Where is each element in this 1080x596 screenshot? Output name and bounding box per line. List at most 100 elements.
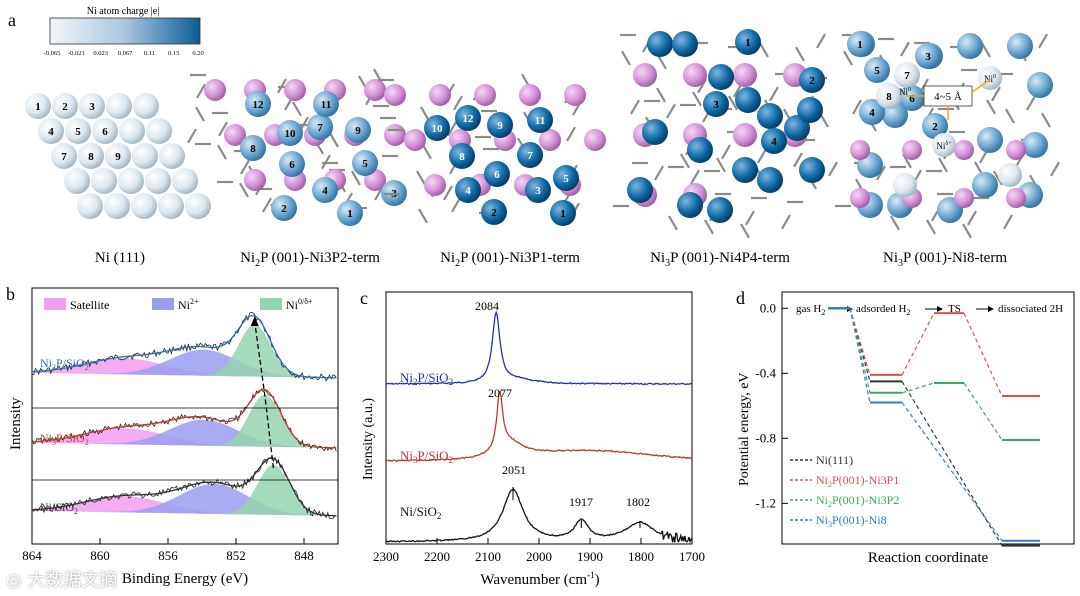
bond — [852, 99, 862, 115]
energy-connector — [849, 308, 871, 403]
atom — [687, 137, 713, 163]
bond — [416, 170, 426, 186]
energy-connector — [901, 381, 1003, 546]
colorbar-tick: -0.021 — [68, 50, 85, 57]
colorbar — [49, 17, 201, 45]
watermark-icon: ◎ — [6, 570, 28, 591]
atom-number: 8 — [250, 143, 256, 155]
atom — [850, 140, 870, 160]
bond — [418, 208, 428, 224]
atom — [244, 169, 266, 191]
atom — [893, 173, 917, 197]
atom — [277, 120, 303, 146]
atom-number: 4 — [322, 185, 328, 197]
atom — [484, 161, 510, 187]
atom — [384, 84, 406, 106]
atom — [364, 79, 386, 101]
svg-text:TS: TS — [948, 303, 961, 315]
legend-ni111: Ni(111) — [816, 453, 853, 467]
bond — [967, 210, 977, 226]
svg-text:dissociated 2H: dissociated 2H — [998, 303, 1063, 315]
panel-letter-a: a — [8, 10, 16, 30]
label-ni3p-ni8: Ni3P (001)-Ni8-term — [883, 250, 1007, 269]
atom — [1027, 72, 1053, 98]
bond — [195, 106, 205, 122]
bond — [292, 101, 302, 117]
atom — [683, 63, 707, 87]
atom — [677, 192, 703, 218]
atom — [77, 193, 103, 219]
bond — [816, 33, 826, 49]
bond — [329, 132, 339, 148]
bond — [993, 170, 1003, 186]
bond — [828, 161, 838, 177]
atom — [52, 93, 78, 119]
atom — [185, 193, 211, 219]
atom — [345, 117, 371, 143]
bond — [668, 215, 678, 231]
atom — [105, 143, 131, 169]
atom-number: 6 — [494, 169, 500, 181]
x-tick-label: 848 — [294, 548, 314, 563]
bond — [759, 42, 769, 58]
y-tick-label: 0.0 — [760, 300, 776, 315]
atom-number: 3 — [713, 99, 719, 111]
xlabel-b: Binding Energy (eV) — [122, 571, 248, 587]
bond — [239, 182, 249, 198]
atom-number: 8 — [459, 151, 465, 163]
atom — [672, 31, 698, 57]
atom-number: 7 — [527, 150, 533, 162]
peak-1802: 1802 — [626, 495, 650, 509]
atom-number: 8 — [886, 91, 892, 103]
atom-number: 1 — [857, 39, 863, 51]
atom — [352, 150, 378, 176]
bond — [351, 170, 361, 186]
bond — [187, 128, 197, 144]
xlabel-c: Wavenumber (cm-1) — [480, 570, 599, 588]
atom-number: 7 — [904, 70, 910, 82]
atom — [424, 115, 450, 141]
peak-2077: 2077 — [488, 386, 512, 400]
atom-number: 1 — [347, 208, 353, 220]
bond — [900, 41, 910, 57]
atom — [106, 93, 132, 119]
ir-trace — [385, 310, 693, 386]
xlabel-d: Reaction coordinate — [868, 550, 989, 566]
bond — [451, 197, 461, 213]
bond — [704, 219, 714, 235]
bond — [680, 153, 690, 169]
ni-delta-label: Niδ+ — [936, 141, 952, 151]
bond — [1050, 161, 1060, 177]
atom-number: 6 — [909, 93, 915, 105]
atom — [732, 157, 758, 183]
atom-number: 3 — [925, 51, 931, 63]
y-tick-label: -1.2 — [755, 495, 776, 510]
bond — [781, 214, 791, 230]
atom — [761, 128, 787, 154]
panel-a: a Ni atom charge |e| -0.065- — [8, 6, 1060, 269]
bond — [566, 126, 576, 142]
peak-2084: 2084 — [475, 299, 499, 313]
atom — [245, 91, 271, 117]
legend-satellite: Satellite — [70, 298, 109, 312]
atom — [784, 115, 810, 141]
bond — [740, 223, 750, 239]
xps-fit — [31, 457, 337, 517]
bond — [453, 95, 463, 111]
atom — [998, 163, 1022, 187]
atom — [708, 64, 734, 90]
atom — [92, 118, 118, 144]
bond — [1041, 112, 1051, 128]
bond — [938, 157, 948, 173]
atom — [902, 140, 922, 160]
label-ni2p-ni3p2: Ni2P (001)-Ni3P2-term — [240, 250, 380, 269]
atom — [487, 112, 513, 138]
atom — [703, 91, 729, 117]
atom — [859, 99, 885, 125]
bond — [422, 144, 432, 160]
bond — [745, 210, 755, 226]
step-header: gas H2 adsorded H2 TS dissociated 2H — [796, 303, 1063, 317]
atom — [455, 177, 481, 203]
atom-number: 5 — [563, 173, 569, 185]
ir-x-ticks: 2300 2200 2100 2000 1900 1800 1700 — [373, 538, 705, 564]
